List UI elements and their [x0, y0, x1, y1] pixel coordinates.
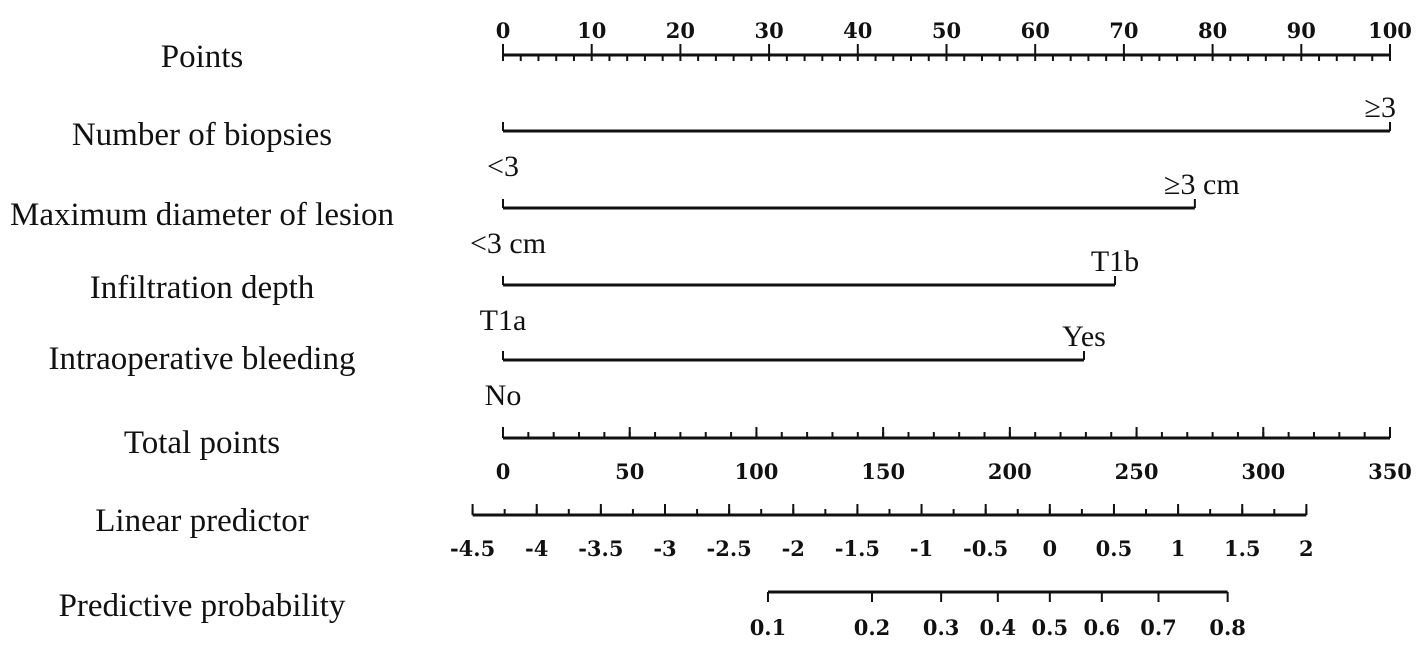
- tick-label: 0.4: [980, 615, 1017, 640]
- tick-label: 0: [496, 459, 511, 484]
- row-label-number-of-biopsies: Number of biopsies: [72, 117, 332, 153]
- tick-label: 150: [861, 459, 905, 484]
- tick-label: 0.3: [923, 615, 960, 640]
- tick-label: 70: [1109, 18, 1138, 43]
- tick-label: -4: [525, 536, 548, 561]
- tick-label: 60: [1021, 18, 1050, 43]
- level-label: ≥3 cm: [1164, 168, 1240, 201]
- tick-label: 100: [1368, 18, 1412, 43]
- tick-label: 20: [666, 18, 695, 43]
- tick-label: 0: [496, 18, 511, 43]
- row-label-total-points: Total points: [124, 425, 280, 461]
- level-label: T1b: [1091, 245, 1139, 278]
- tick-label: 0.5: [1032, 615, 1069, 640]
- tick-label: -2: [782, 536, 805, 561]
- tick-label: 250: [1115, 459, 1159, 484]
- tick-label: 200: [988, 459, 1032, 484]
- tick-label: 80: [1198, 18, 1227, 43]
- tick-label: 1.5: [1224, 536, 1261, 561]
- tick-label: -3.5: [578, 536, 623, 561]
- level-label: No: [485, 379, 522, 412]
- row-label-maximum-diameter-of-lesion: Maximum diameter of lesion: [10, 197, 394, 233]
- tick-label: 100: [735, 459, 779, 484]
- tick-label: 0.8: [1209, 615, 1246, 640]
- tick-label: -2.5: [707, 536, 752, 561]
- tick-label: -1: [910, 536, 933, 561]
- level-label: <3: [487, 150, 519, 183]
- tick-label: -4.5: [450, 536, 495, 561]
- row-label-linear-predictor: Linear predictor: [95, 503, 308, 539]
- tick-label: 0.6: [1084, 615, 1121, 640]
- tick-label: 0.7: [1140, 615, 1177, 640]
- tick-label: 0.1: [750, 615, 787, 640]
- tick-label: -1.5: [835, 536, 880, 561]
- row-label-predictive-probability: Predictive probability: [59, 588, 346, 624]
- row-label-intraoperative-bleeding: Intraoperative bleeding: [49, 341, 356, 377]
- tick-label: 0: [1043, 536, 1058, 561]
- tick-label: 1: [1171, 536, 1186, 561]
- tick-label: 2: [1299, 536, 1314, 561]
- tick-label: 10: [577, 18, 606, 43]
- tick-label: 0.5: [1096, 536, 1133, 561]
- tick-label: 30: [754, 18, 783, 43]
- tick-label: 50: [932, 18, 961, 43]
- level-label: <3 cm: [470, 227, 546, 260]
- level-label: Yes: [1062, 320, 1106, 353]
- tick-label: -0.5: [963, 536, 1008, 561]
- tick-label: -3: [653, 536, 676, 561]
- level-label: T1a: [480, 304, 527, 337]
- tick-label: 50: [615, 459, 644, 484]
- chart-marks: 0 10 20 30 40 50 60 70 80 90 100<3≥3<3 cm≥3 cmT1aT…: [450, 18, 1412, 640]
- tick-label: 0.2: [854, 615, 891, 640]
- row-label-infiltration-depth: Infiltration depth: [90, 270, 315, 306]
- level-label: ≥3: [1365, 91, 1396, 124]
- tick-label: 40: [843, 18, 872, 43]
- tick-label: 300: [1241, 459, 1285, 484]
- row-label-points: Points: [161, 39, 244, 75]
- tick-label: 350: [1368, 459, 1412, 484]
- row-labels: Points Number of biopsies Maximum diameter…: [10, 39, 394, 624]
- tick-label: 90: [1287, 18, 1316, 43]
